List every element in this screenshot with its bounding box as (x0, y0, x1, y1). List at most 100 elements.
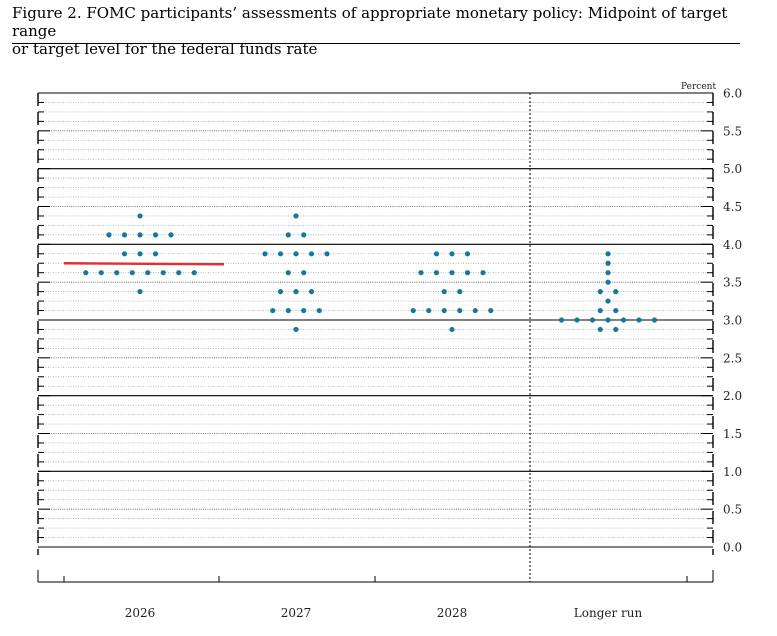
participant-dot (597, 326, 603, 333)
participant-dot (114, 270, 120, 276)
current-rate-line (63, 262, 225, 266)
participant-dot (449, 251, 455, 257)
participant-dot (316, 307, 322, 314)
unit-label: Percent (681, 82, 716, 92)
participant-dot (277, 251, 284, 257)
participant-dot (137, 213, 143, 219)
participant-dot (488, 307, 494, 314)
y-tick-label: 4.0 (723, 238, 742, 252)
participant-dot (137, 232, 143, 238)
participant-dot (605, 279, 611, 285)
participant-dot (605, 317, 611, 323)
participant-dot (605, 251, 611, 257)
current-rate-layer (63, 262, 225, 266)
participant-dot (613, 326, 619, 333)
participant-dot (293, 326, 299, 333)
participant-dot (472, 307, 478, 314)
participant-dot (613, 307, 619, 314)
participant-dot (558, 317, 565, 323)
participant-dot (285, 307, 291, 314)
participant-dot (83, 270, 89, 276)
participant-dot (433, 251, 440, 257)
participant-dot (464, 251, 471, 257)
participant-dot (426, 307, 432, 314)
participant-dot (121, 232, 128, 238)
participant-dot (270, 307, 276, 314)
participant-dot (324, 251, 330, 257)
participant-dot (152, 251, 159, 257)
participant-dot (285, 270, 291, 276)
y-tick-label: 1.5 (723, 427, 742, 441)
participant-dot (597, 289, 603, 295)
participant-dot (293, 251, 299, 257)
participant-dot (418, 270, 424, 276)
figure-title-line-2: or target level for the federal funds ra… (12, 40, 318, 58)
y-tick-label: 5.0 (723, 162, 742, 176)
participant-dot (145, 270, 151, 276)
participant-dot (301, 232, 307, 238)
participant-dot (285, 232, 291, 238)
participant-dot (168, 232, 174, 238)
participant-dot (301, 307, 307, 314)
y-tick-label: 4.5 (723, 200, 742, 214)
y-tick-label: 3.5 (723, 276, 742, 290)
participant-dot (308, 289, 315, 295)
participant-dot (605, 298, 611, 304)
participant-dot (160, 270, 166, 276)
participant-dot (574, 317, 580, 323)
y-tick-label: 0.5 (723, 503, 742, 517)
participant-dot (651, 317, 658, 323)
participant-dot (605, 260, 611, 266)
participant-dot (589, 317, 596, 323)
y-tick-label: 3.0 (723, 314, 742, 328)
figure-title: Figure 2. FOMC participants’ assessments… (12, 4, 762, 58)
x-category-label: 2027 (281, 606, 312, 620)
participant-dot (457, 307, 463, 314)
y-tick-label: 0.0 (723, 541, 742, 555)
participant-dot (457, 289, 463, 295)
participant-dot (449, 270, 455, 276)
participant-dot (293, 213, 299, 219)
participant-dot (441, 307, 447, 314)
participant-dot (262, 251, 268, 257)
y-tick-label: 6.0 (723, 87, 742, 101)
label-layer: 0.0 0.5 1.0 1.5 2.0 2.5 3.0 3.5 4.0 4.5 5.0 5.5 6.0 P… (125, 82, 742, 620)
participant-dot (433, 270, 440, 276)
participant-dot (129, 270, 135, 276)
participant-dot (176, 270, 182, 276)
dot-layer (83, 213, 658, 333)
participant-dot (121, 251, 128, 257)
participant-dot (308, 251, 315, 257)
participant-dot (277, 289, 284, 295)
participant-dot (605, 270, 611, 276)
participant-dot (449, 326, 455, 333)
participant-dot (152, 232, 159, 238)
y-tick-label: 2.0 (723, 389, 742, 403)
participant-dot (480, 270, 486, 276)
y-tick-label: 1.0 (723, 465, 742, 479)
y-tick-label: 2.5 (723, 351, 742, 365)
grid-layer (38, 92, 713, 548)
participant-dot (620, 317, 627, 323)
participant-dot (464, 270, 471, 276)
x-category-label: 2028 (437, 606, 468, 620)
participant-dot (441, 289, 447, 295)
x-category-label: Longer run (574, 606, 643, 620)
y-tick-label: 5.5 (723, 124, 742, 138)
participant-dot (410, 307, 416, 314)
participant-dot (137, 289, 143, 295)
participant-dot (636, 317, 642, 323)
participant-dot (137, 251, 143, 257)
participant-dot (106, 232, 112, 238)
participant-dot (98, 270, 104, 276)
participant-dot (597, 307, 603, 314)
participant-dot (191, 270, 197, 276)
participant-dot (293, 289, 299, 295)
x-category-label: 2026 (125, 606, 156, 620)
figure-title-line-1: Figure 2. FOMC participants’ assessments… (12, 4, 728, 40)
participant-dot (613, 289, 619, 295)
title-rule (12, 43, 740, 44)
axis-layer (37, 92, 714, 583)
participant-dot (301, 270, 307, 276)
